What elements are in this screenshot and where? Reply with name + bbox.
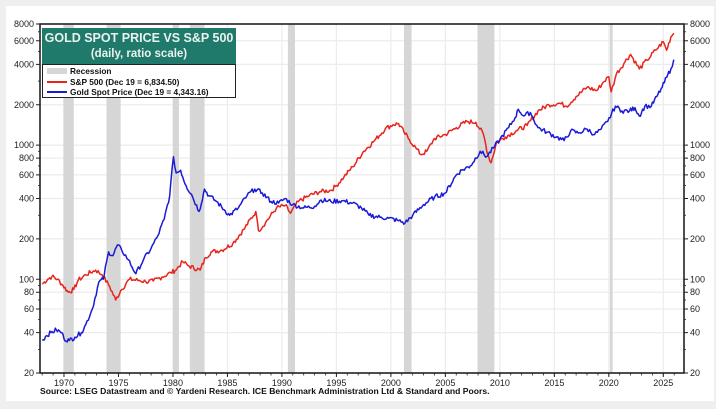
y-tick-label: 1000 <box>14 140 34 150</box>
x-tick-label: 1995 <box>326 378 346 388</box>
recession-band <box>477 24 495 373</box>
y-tick-label: 100 <box>690 274 705 284</box>
x-tick-label: 2010 <box>490 378 510 388</box>
recession-band <box>189 24 205 373</box>
y-tick-label: 800 <box>19 153 34 163</box>
x-tick-label: 1990 <box>272 378 292 388</box>
x-tick-label: 1970 <box>54 378 74 388</box>
y-tick-label: 600 <box>19 170 34 180</box>
chart-title: GOLD SPOT PRICE VS S&P 500 <box>44 31 234 45</box>
blue-line-swatch-icon <box>47 91 67 94</box>
x-tick-label: 2000 <box>381 378 401 388</box>
x-tick-label: 1975 <box>108 378 128 388</box>
y-tick-label: 800 <box>690 153 705 163</box>
recession-band <box>287 24 295 373</box>
y-tick-label: 2000 <box>14 100 34 110</box>
legend-item-sp500: S&P 500 (Dec 19 = 6,834.50) <box>47 77 235 88</box>
gold-price-line <box>41 59 675 343</box>
x-tick-label: 1980 <box>163 378 183 388</box>
chart-title-box: GOLD SPOT PRICE VS S&P 500 (daily, ratio… <box>42 28 236 64</box>
sp500-line <box>41 32 675 301</box>
x-tick-label: 2015 <box>544 378 564 388</box>
y-tick-label: 20 <box>690 368 700 378</box>
y-tick-label: 20 <box>24 368 34 378</box>
y-tick-label: 6000 <box>14 36 34 46</box>
recession-band <box>403 24 412 373</box>
y-tick-label: 200 <box>19 234 34 244</box>
recession-band <box>106 24 121 373</box>
y-axis-left: 20 40 60 80 100 200 400 600 800 1000 2000 4000 6000 8… <box>14 19 40 378</box>
y-tick-label: 6000 <box>690 36 710 46</box>
y-tick-label: 60 <box>690 304 700 314</box>
y-tick-label: 200 <box>690 234 705 244</box>
x-tick-label: 2005 <box>435 378 455 388</box>
y-tick-label: 60 <box>24 304 34 314</box>
x-axis: 1970 1975 1980 1985 1990 1995 2000 2005 2010 2015… <box>41 373 675 388</box>
y-axis-right: 20 40 60 80 100 200 400 600 800 1000 2000 4000 6000 8… <box>684 19 710 378</box>
recession-band <box>172 24 179 373</box>
legend-item-gold: Gold Spot Price (Dec 19 = 4,343.16) <box>47 87 235 98</box>
red-line-swatch-icon <box>47 80 67 83</box>
legend-label: S&P 500 (Dec 19 = 6,834.50) <box>70 76 180 87</box>
y-tick-label: 1000 <box>690 140 710 150</box>
y-tick-label: 8000 <box>14 19 34 29</box>
x-tick-label: 2025 <box>653 378 673 388</box>
chart-subtitle: (daily, ratio scale) <box>90 48 188 60</box>
legend-label: Recession <box>70 66 112 77</box>
source-note: Source: LSEG Datastream and © Yardeni Re… <box>40 386 490 396</box>
x-tick-label: 2020 <box>599 378 619 388</box>
y-tick-label: 4000 <box>14 59 34 69</box>
y-tick-label: 40 <box>24 328 34 338</box>
y-tick-label: 8000 <box>690 19 710 29</box>
recession-band <box>63 24 74 373</box>
series-lines <box>41 32 675 343</box>
y-tick-label: 80 <box>690 287 700 297</box>
y-tick-label: 40 <box>690 328 700 338</box>
legend-item-recession: Recession <box>47 66 235 77</box>
y-tick-label: 100 <box>19 274 34 284</box>
legend: Recession S&P 500 (Dec 19 = 6,834.50) Go… <box>42 64 236 98</box>
y-tick-label: 2000 <box>690 100 710 110</box>
x-tick-label: 1985 <box>217 378 237 388</box>
y-tick-label: 600 <box>690 170 705 180</box>
y-tick-label: 400 <box>19 194 34 204</box>
recession-swatch-icon <box>47 68 67 75</box>
recession-band <box>609 24 613 373</box>
legend-label: Gold Spot Price (Dec 19 = 4,343.16) <box>70 87 209 98</box>
y-tick-label: 80 <box>24 287 34 297</box>
recession-bands <box>63 24 613 373</box>
chart-card: 20 40 60 80 100 200 400 600 800 1000 2000 4000 6000 8… <box>6 6 714 401</box>
y-tick-label: 4000 <box>690 59 710 69</box>
y-tick-label: 400 <box>690 194 705 204</box>
